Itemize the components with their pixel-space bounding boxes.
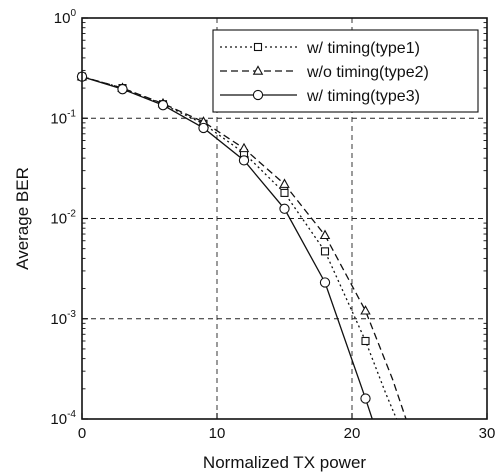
y-tick-label: 10-1 bbox=[50, 108, 76, 127]
series-3-circle-point bbox=[198, 122, 209, 134]
y-tick-exponent: -1 bbox=[67, 108, 76, 119]
y-tick-label: 100 bbox=[54, 8, 77, 27]
series-line-2 bbox=[82, 76, 407, 419]
series-1-square-point bbox=[361, 336, 370, 346]
series-2-triangle-point bbox=[319, 229, 331, 240]
y-tick-exponent: 0 bbox=[70, 8, 76, 19]
legend-square-icon bbox=[253, 42, 263, 52]
y-tick-label: 10-3 bbox=[50, 309, 76, 328]
y-tick-exponent: -4 bbox=[67, 409, 76, 420]
y-tick-base: 10 bbox=[50, 211, 67, 228]
y-tick-exponent: -3 bbox=[67, 309, 76, 320]
x-tick-label: 20 bbox=[344, 425, 361, 442]
legend-circle-icon bbox=[252, 89, 264, 101]
series-3-circle-point bbox=[360, 393, 371, 404]
series-1-square-point bbox=[280, 188, 289, 197]
y-tick-base: 10 bbox=[54, 10, 71, 27]
series-3-circle-point bbox=[279, 203, 290, 214]
y-tick-label: 10-2 bbox=[50, 209, 76, 228]
legend: w/ timing(type1) w/o timing(type2) w/ timi… bbox=[212, 29, 479, 113]
legend-label-2: w/o timing(type2) bbox=[306, 64, 429, 81]
series-2-triangle-point bbox=[279, 178, 290, 188]
series-2-triangle-point bbox=[360, 305, 371, 315]
series-layer bbox=[82, 76, 407, 419]
y-tick-base: 10 bbox=[50, 411, 67, 428]
series-1-square-point bbox=[320, 247, 330, 256]
x-tick-label: 0 bbox=[78, 425, 86, 442]
y-tick-base: 10 bbox=[50, 110, 67, 127]
y-tick-exponent: -2 bbox=[67, 209, 76, 220]
series-3-circle-point bbox=[238, 155, 250, 166]
series-3-circle-point bbox=[117, 84, 128, 95]
x-axis-label: Normalized TX power bbox=[203, 453, 366, 472]
legend-triangle-icon bbox=[252, 65, 264, 75]
series-3-circle-point bbox=[157, 100, 169, 111]
series-2-triangle-point bbox=[238, 142, 250, 153]
y-axis-label: Average BER bbox=[13, 167, 32, 270]
y-tick-label: 10-4 bbox=[50, 409, 76, 428]
series-3-circle-point bbox=[319, 277, 331, 288]
x-tick-label: 10 bbox=[209, 425, 226, 442]
y-tick-base: 10 bbox=[50, 311, 67, 328]
legend-label-1: w/ timing(type1) bbox=[306, 40, 420, 57]
x-tick-label: 30 bbox=[479, 425, 495, 442]
series-line-1 bbox=[82, 76, 398, 419]
marker-layer bbox=[76, 70, 371, 404]
legend-label-3: w/ timing(type3) bbox=[306, 88, 420, 105]
